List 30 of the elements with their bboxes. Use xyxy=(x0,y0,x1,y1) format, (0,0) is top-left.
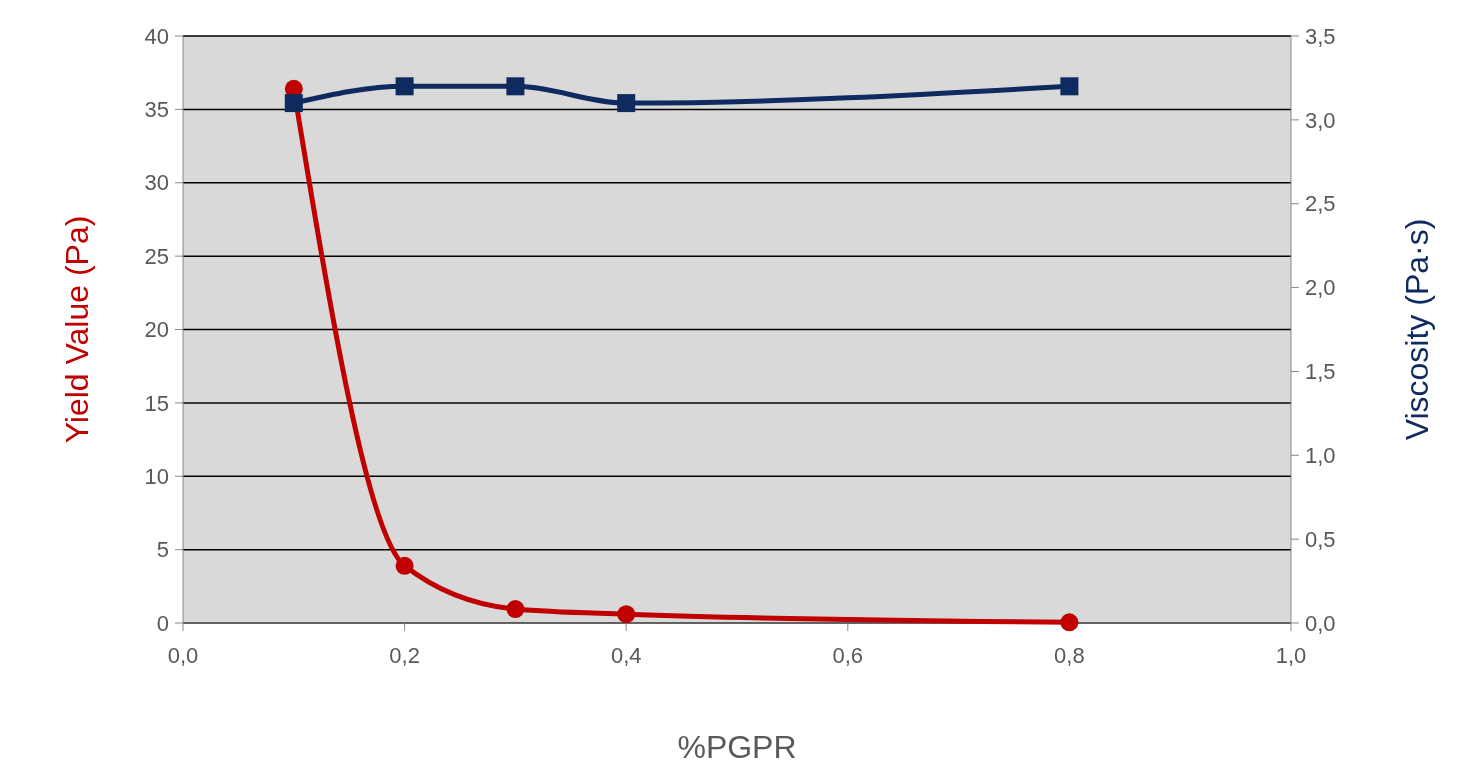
point xyxy=(617,605,636,624)
y2-tick-label: 0,5 xyxy=(1305,526,1336,552)
x-tick-label: 0,2 xyxy=(389,643,420,668)
y-tick-label: 25 xyxy=(144,243,169,269)
y-tick-label: 35 xyxy=(144,97,169,123)
x-tick-label: 1,0 xyxy=(1275,643,1307,668)
y-tick-label: 5 xyxy=(156,537,169,563)
y-tick-label: 15 xyxy=(144,390,169,416)
x-tick-label: 0,6 xyxy=(832,643,864,668)
y-tick-label: 0 xyxy=(156,610,169,636)
x-tick-label: 0,0 xyxy=(167,643,199,668)
y2-tick-label: 2,0 xyxy=(1305,275,1336,301)
point xyxy=(1060,613,1079,632)
x-tick-label: 0,8 xyxy=(1054,643,1085,668)
y-tick-label: 30 xyxy=(144,170,169,196)
y2-axis-title: Viscosity (Pa·s) xyxy=(1399,218,1435,441)
y2-tick-label: 1,0 xyxy=(1305,442,1336,468)
y2-tick-label: 0,0 xyxy=(1305,610,1336,636)
y2-tick-label: 3,0 xyxy=(1305,107,1336,133)
y-tick-label: 40 xyxy=(144,23,169,49)
y2-tick-label: 1,5 xyxy=(1305,359,1336,385)
y-tick-label: 10 xyxy=(144,463,169,489)
point xyxy=(506,600,525,619)
point xyxy=(395,556,414,575)
y2-tick-label: 3,5 xyxy=(1305,23,1336,49)
y2-tick-label: 2,5 xyxy=(1305,191,1336,217)
x-tick-label: 0,4 xyxy=(610,643,642,668)
x-axis-title: %PGPR xyxy=(677,729,797,765)
y-axis-title: Yield Value (Pa) xyxy=(59,215,95,444)
y-tick-label: 20 xyxy=(144,317,169,343)
